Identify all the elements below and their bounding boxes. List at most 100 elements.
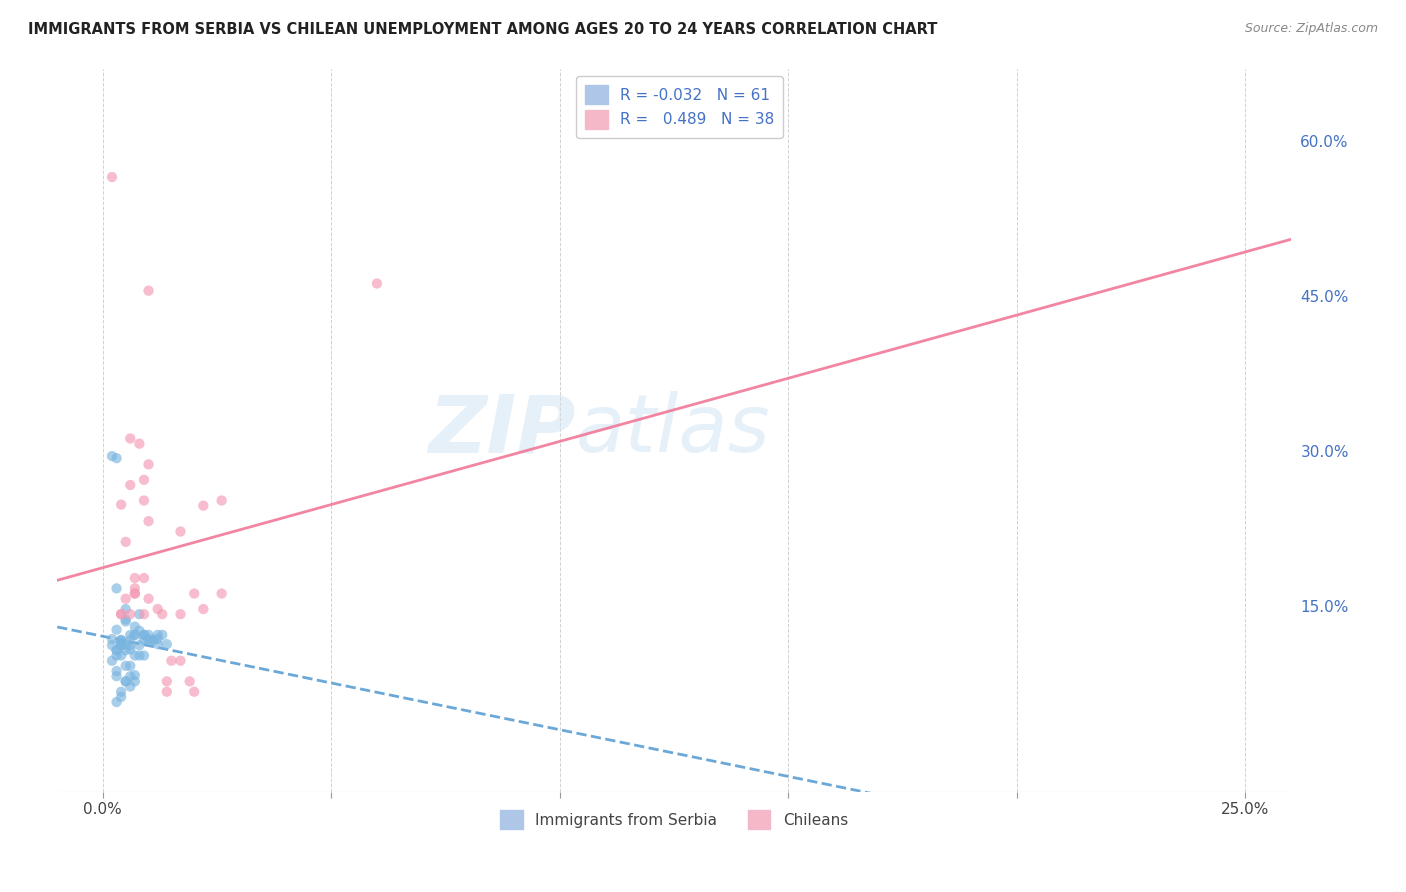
Point	[124, 586, 146, 600]
Point	[124, 586, 146, 600]
Point	[120, 638, 142, 652]
Point	[150, 607, 173, 622]
Point	[132, 571, 155, 585]
Point	[110, 607, 132, 622]
Point	[142, 633, 165, 648]
Point	[120, 478, 142, 492]
Point	[183, 586, 205, 600]
Point	[138, 284, 160, 298]
Point	[120, 628, 142, 642]
Point	[101, 169, 124, 184]
Point	[101, 449, 124, 463]
Point	[120, 658, 142, 673]
Point	[110, 638, 132, 652]
Point	[132, 628, 155, 642]
Point	[114, 658, 136, 673]
Point	[101, 654, 124, 668]
Point	[132, 473, 155, 487]
Point	[124, 674, 146, 689]
Point	[110, 684, 132, 698]
Point	[105, 451, 128, 466]
Point	[146, 602, 169, 616]
Point	[156, 684, 179, 698]
Text: IMMIGRANTS FROM SERBIA VS CHILEAN UNEMPLOYMENT AMONG AGES 20 TO 24 YEARS CORRELA: IMMIGRANTS FROM SERBIA VS CHILEAN UNEMPL…	[28, 22, 938, 37]
Point	[132, 628, 155, 642]
Point	[128, 607, 150, 622]
Point	[138, 514, 160, 528]
Point	[146, 632, 169, 646]
Point	[128, 638, 150, 652]
Point	[105, 664, 128, 678]
Point	[110, 498, 132, 512]
Point	[105, 648, 128, 663]
Point	[183, 684, 205, 698]
Point	[138, 632, 160, 646]
Point	[105, 643, 128, 657]
Point	[114, 643, 136, 657]
Point	[132, 633, 155, 648]
Text: Source: ZipAtlas.com: Source: ZipAtlas.com	[1244, 22, 1378, 36]
Point	[193, 499, 215, 513]
Point	[110, 633, 132, 648]
Point	[110, 633, 132, 648]
Point	[114, 612, 136, 626]
Point	[169, 524, 191, 539]
Point	[120, 633, 142, 648]
Point	[124, 648, 146, 663]
Point	[105, 695, 128, 709]
Point	[124, 571, 146, 585]
Point	[124, 628, 146, 642]
Point	[120, 607, 142, 622]
Point	[156, 637, 179, 651]
Point	[128, 648, 150, 663]
Point	[120, 680, 142, 694]
Point	[110, 648, 132, 663]
Point	[124, 582, 146, 596]
Point	[128, 436, 150, 450]
Point	[124, 619, 146, 633]
Point	[132, 493, 155, 508]
Point	[105, 623, 128, 637]
Point	[138, 458, 160, 472]
Point	[124, 668, 146, 682]
Point	[114, 674, 136, 689]
Point	[105, 582, 128, 596]
Point	[138, 628, 160, 642]
Point	[169, 607, 191, 622]
Point	[105, 669, 128, 683]
Point	[114, 674, 136, 689]
Point	[146, 628, 169, 642]
Point	[179, 674, 201, 689]
Point	[128, 624, 150, 638]
Point	[110, 607, 132, 622]
Point	[110, 635, 132, 649]
Point	[132, 607, 155, 622]
Point	[138, 633, 160, 648]
Point	[211, 493, 233, 508]
Point	[146, 637, 169, 651]
Point	[110, 638, 132, 652]
Point	[142, 633, 165, 648]
Point	[366, 277, 388, 291]
Point	[169, 654, 191, 668]
Point	[132, 648, 155, 663]
Text: atlas: atlas	[575, 392, 770, 469]
Point	[120, 642, 142, 657]
Point	[110, 690, 132, 704]
Legend: Immigrants from Serbia, Chileans: Immigrants from Serbia, Chileans	[494, 804, 853, 835]
Point	[114, 615, 136, 629]
Point	[101, 638, 124, 652]
Point	[114, 602, 136, 616]
Point	[124, 628, 146, 642]
Point	[114, 534, 136, 549]
Point	[120, 432, 142, 446]
Point	[193, 602, 215, 616]
Point	[110, 638, 132, 652]
Point	[101, 632, 124, 646]
Point	[114, 591, 136, 606]
Point	[114, 637, 136, 651]
Text: ZIP: ZIP	[427, 392, 575, 469]
Point	[138, 591, 160, 606]
Point	[160, 654, 183, 668]
Point	[156, 674, 179, 689]
